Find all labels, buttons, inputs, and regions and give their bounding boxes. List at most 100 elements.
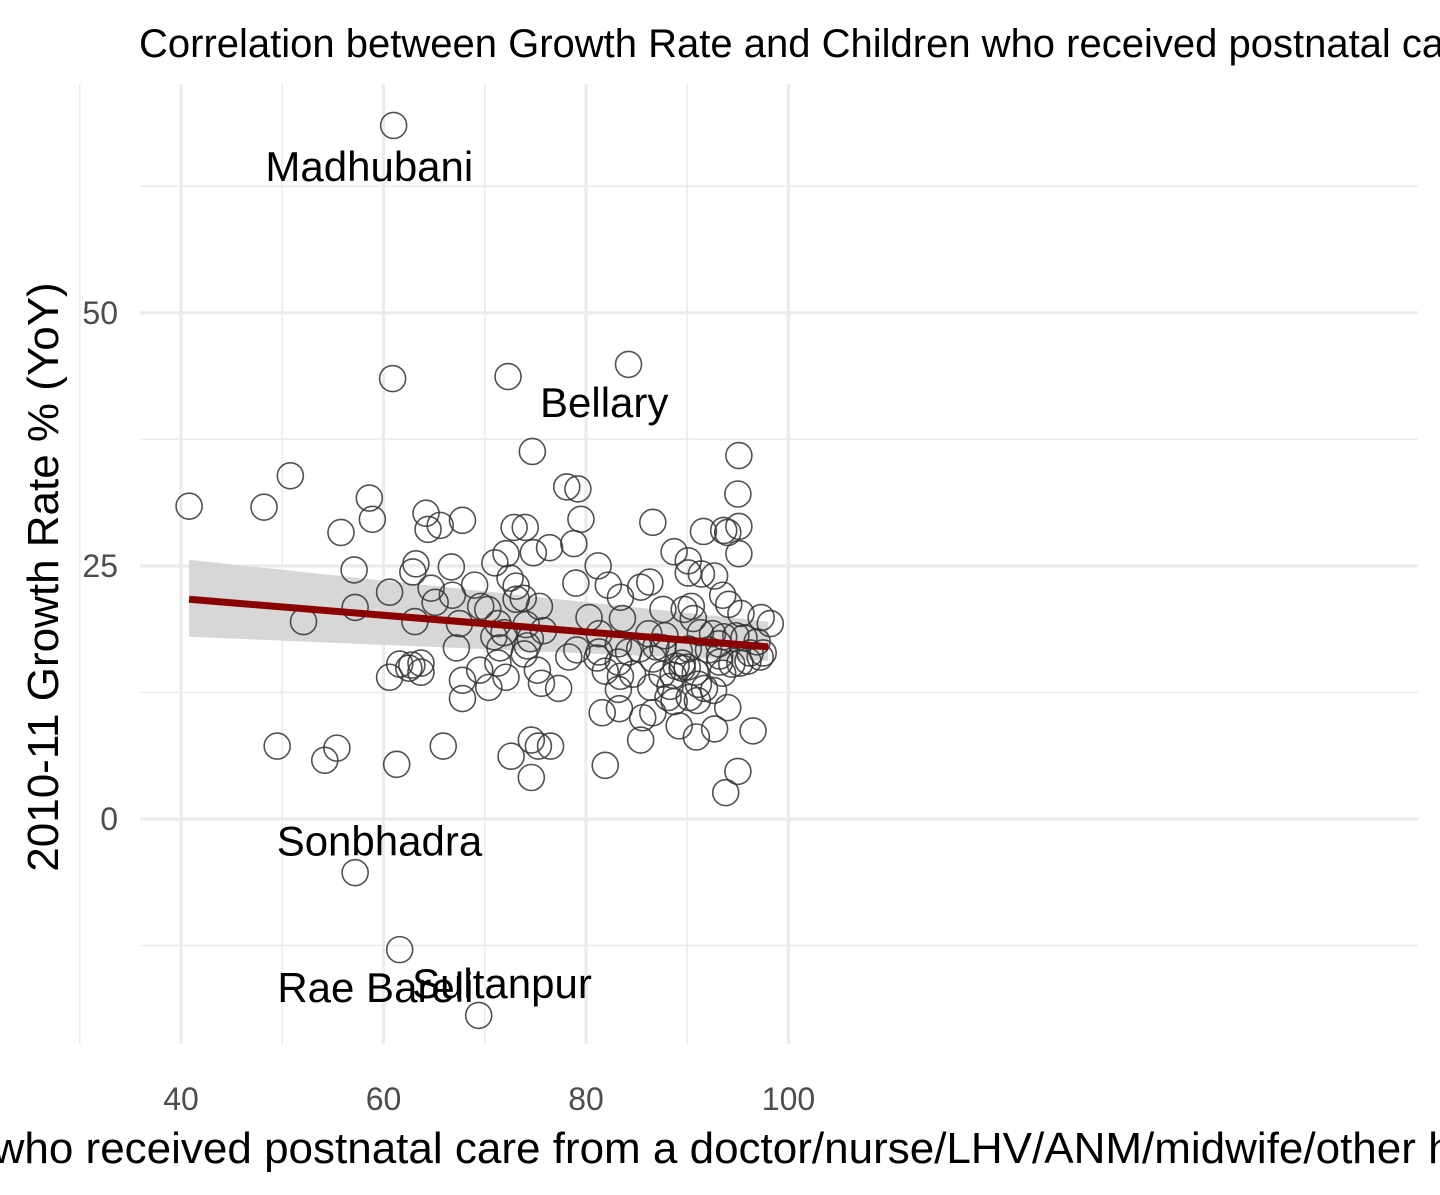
trend-line-layer bbox=[188, 595, 769, 651]
data-point bbox=[517, 726, 546, 754]
y-tick-label: 50 bbox=[82, 295, 118, 331]
data-point bbox=[496, 564, 524, 592]
data-point bbox=[323, 734, 351, 762]
data-point bbox=[399, 558, 427, 586]
y-tick-label: 0 bbox=[100, 801, 118, 837]
data-point bbox=[654, 683, 682, 712]
data-point bbox=[724, 480, 752, 508]
data-point bbox=[747, 603, 775, 632]
data-point bbox=[517, 763, 546, 792]
data-point bbox=[484, 649, 512, 677]
data-point bbox=[417, 574, 445, 602]
data-point bbox=[544, 674, 573, 703]
data-point bbox=[708, 659, 737, 688]
data-point bbox=[606, 662, 635, 691]
data-point bbox=[340, 556, 368, 584]
data-point bbox=[713, 518, 742, 547]
data-point bbox=[395, 654, 423, 682]
data-point bbox=[378, 364, 407, 393]
data-point bbox=[341, 858, 369, 887]
data-point bbox=[739, 717, 767, 745]
data-point bbox=[567, 505, 595, 534]
data-point bbox=[398, 651, 426, 679]
data-point bbox=[518, 437, 547, 466]
data-point bbox=[500, 513, 528, 542]
data-point bbox=[679, 604, 708, 633]
data-point bbox=[626, 726, 655, 754]
data-point bbox=[583, 644, 611, 672]
data-point bbox=[591, 657, 620, 685]
data-point bbox=[276, 461, 305, 490]
data-point bbox=[614, 350, 643, 379]
data-point bbox=[662, 652, 690, 680]
data-point bbox=[564, 475, 592, 503]
data-point bbox=[402, 550, 430, 578]
data-point bbox=[494, 362, 522, 391]
data-point bbox=[727, 599, 755, 628]
data-points bbox=[175, 111, 785, 1030]
point-label: Sonbhadra bbox=[277, 817, 483, 864]
data-point bbox=[626, 573, 655, 601]
data-point bbox=[175, 492, 203, 520]
point-label: Bellary bbox=[540, 379, 668, 426]
data-point bbox=[511, 513, 540, 542]
data-point bbox=[375, 578, 404, 607]
data-point bbox=[639, 508, 667, 537]
data-point bbox=[594, 571, 623, 599]
data-point bbox=[709, 516, 738, 545]
data-point bbox=[560, 529, 588, 558]
data-point bbox=[421, 588, 449, 617]
data-point bbox=[438, 581, 467, 610]
y-tick-label: 25 bbox=[82, 548, 118, 584]
data-point bbox=[725, 441, 753, 470]
data-point bbox=[584, 552, 612, 580]
data-point bbox=[382, 750, 411, 779]
data-point bbox=[536, 732, 565, 760]
data-point bbox=[407, 649, 435, 677]
data-point bbox=[355, 484, 384, 512]
data-point bbox=[700, 562, 729, 590]
data-point bbox=[379, 111, 408, 140]
data-point bbox=[682, 723, 711, 751]
data-point bbox=[525, 592, 554, 621]
data-point bbox=[700, 715, 729, 743]
data-point bbox=[310, 746, 339, 775]
data-point bbox=[713, 693, 742, 722]
point-label: Madhubani bbox=[265, 143, 473, 190]
x-tick-label: 80 bbox=[568, 1081, 604, 1117]
data-point bbox=[358, 505, 387, 534]
data-point bbox=[407, 658, 435, 686]
x-tick-label: 100 bbox=[762, 1081, 815, 1117]
data-point bbox=[673, 653, 702, 681]
data-point bbox=[604, 675, 633, 704]
data-point bbox=[591, 751, 620, 780]
data-point bbox=[385, 935, 414, 964]
data-point bbox=[437, 553, 466, 581]
data-point bbox=[705, 648, 734, 676]
grid-lines bbox=[78, 84, 1418, 1044]
data-point bbox=[481, 549, 509, 577]
point-label: Sultanpur bbox=[412, 960, 592, 1007]
point-annotations: Madhubani Bellary Sonbhadra Rae BareliSulta… bbox=[265, 143, 668, 1011]
data-point bbox=[660, 537, 688, 566]
chart-title: Correlation between Growth Rate and Chil… bbox=[139, 22, 1440, 66]
data-point bbox=[492, 539, 520, 568]
data-point bbox=[717, 650, 746, 678]
data-point bbox=[687, 560, 716, 588]
data-point bbox=[552, 473, 581, 501]
data-point bbox=[756, 609, 785, 638]
data-point bbox=[327, 518, 355, 547]
data-point bbox=[618, 660, 647, 689]
data-point bbox=[665, 712, 693, 740]
data-point bbox=[464, 1001, 493, 1030]
data-point bbox=[708, 581, 737, 610]
data-point bbox=[448, 506, 477, 535]
data-point bbox=[524, 732, 553, 760]
data-point bbox=[635, 568, 664, 596]
data-point bbox=[725, 539, 753, 568]
y-axis-title: 2010-11 Growth Rate % (YoY) bbox=[19, 282, 68, 871]
data-point bbox=[714, 590, 743, 619]
data-point bbox=[492, 663, 520, 692]
data-point bbox=[562, 569, 590, 597]
data-point bbox=[604, 630, 633, 658]
